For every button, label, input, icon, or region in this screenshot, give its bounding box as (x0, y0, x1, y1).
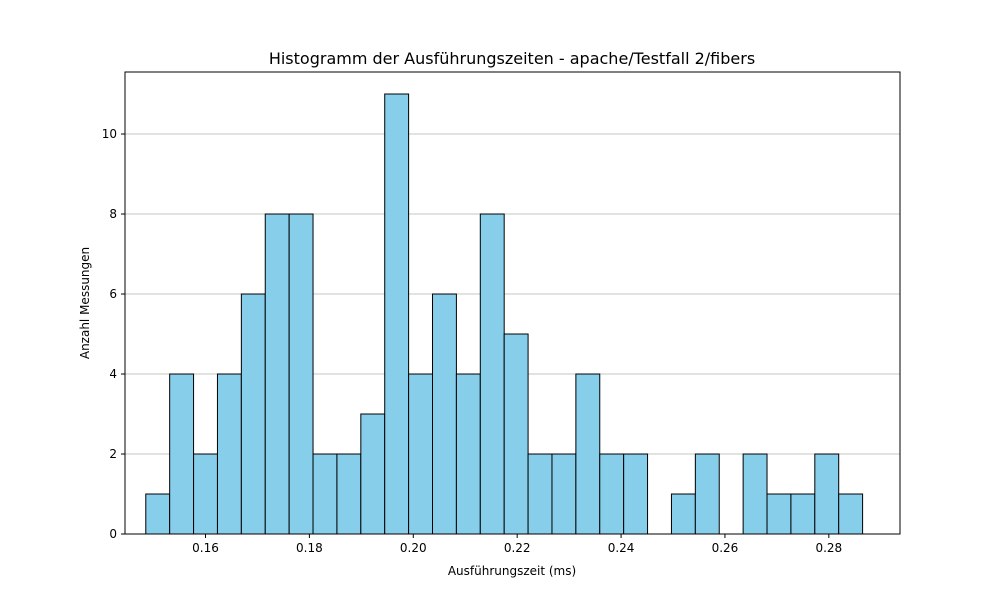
x-axis-label: Ausführungszeit (ms) (448, 564, 576, 578)
histogram-bar (312, 453, 338, 535)
histogram-bar (455, 373, 481, 535)
plot-frame (124, 71, 901, 535)
y-tick-label: 4 (109, 367, 117, 381)
y-axis-label: Anzahl Messungen (78, 247, 92, 359)
histogram-bar (384, 93, 410, 535)
histogram-bar (790, 493, 816, 535)
histogram-bar (264, 213, 290, 535)
x-tick-label: 0.24 (608, 541, 635, 555)
histogram-bar (503, 333, 529, 535)
histogram-bar (694, 453, 720, 535)
histogram-bar (145, 493, 171, 535)
chart-title: Histogramm der Ausführungszeiten - apach… (269, 49, 755, 68)
histogram-bar (814, 453, 840, 535)
histogram-bar (336, 453, 362, 535)
histogram-bar (670, 493, 696, 535)
histogram-bar (193, 453, 218, 535)
histogram-bar (240, 293, 266, 535)
x-axis-ticks: 0.16 0.18 0.20 0.22 0.24 0.26 0.28 (192, 534, 842, 555)
histogram-bar (479, 213, 505, 535)
y-tick-label: 2 (109, 447, 117, 461)
y-tick-label: 8 (109, 207, 117, 221)
histogram-bar (742, 453, 768, 535)
histogram-bar (623, 453, 649, 535)
histogram-bar (599, 453, 625, 535)
histogram-bar (527, 453, 553, 535)
x-tick-label: 0.28 (815, 541, 842, 555)
y-axis-ticks: 0 2 4 6 8 10 (102, 127, 125, 541)
y-tick-label: 0 (109, 527, 117, 541)
histogram-bar (838, 493, 864, 535)
histogram-bar (551, 453, 577, 535)
histogram-bar (288, 213, 314, 535)
x-tick-label: 0.18 (296, 541, 323, 555)
y-tick-label: 10 (102, 127, 117, 141)
histogram-bar (169, 373, 195, 535)
x-tick-label: 0.22 (504, 541, 531, 555)
x-tick-label: 0.16 (192, 541, 219, 555)
histogram-bar (360, 413, 386, 535)
y-tick-label: 6 (109, 287, 117, 301)
histogram-bar (575, 373, 601, 535)
x-tick-label: 0.20 (400, 541, 427, 555)
histogram-bar (766, 493, 792, 535)
x-tick-label: 0.26 (712, 541, 739, 555)
histogram-bar (408, 373, 434, 535)
histogram-bar (216, 373, 242, 535)
histogram-bar (432, 293, 457, 535)
